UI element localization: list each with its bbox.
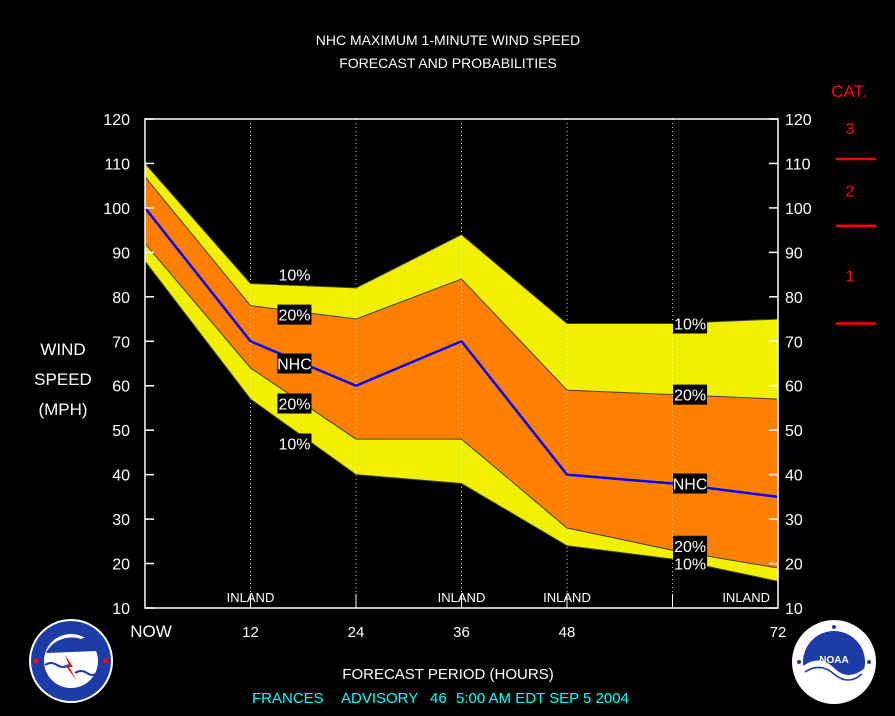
- data-label-box: [673, 473, 708, 494]
- y-tick-label-left: 120: [103, 112, 130, 129]
- data-label: 20%: [674, 388, 706, 405]
- category-label: 1: [846, 268, 855, 285]
- y-tick-label-right: 90: [785, 245, 803, 262]
- y-tick-label-left: 100: [103, 201, 130, 218]
- y-tick-label-left: 10: [112, 601, 130, 618]
- y-tick-label-left: 50: [112, 423, 130, 440]
- y-tick-label-left: 110: [104, 156, 130, 173]
- y-tick-label-right: 60: [785, 379, 803, 396]
- inland-annotation: INLAND: [438, 590, 486, 605]
- y-tick-label-right: 100: [785, 201, 812, 218]
- y-tick-label-right: 120: [785, 112, 812, 129]
- data-label-box: [277, 433, 312, 454]
- category-title: CAT.: [831, 82, 867, 101]
- footer-datetime: 5:00 AM EDT SEP 5 2004: [456, 690, 629, 707]
- y-tick-label-right: 40: [785, 468, 803, 485]
- data-label-box: [277, 264, 312, 285]
- category-label: 2: [846, 184, 855, 201]
- x-tick-label: 72: [770, 624, 787, 641]
- data-label-box: [673, 535, 708, 556]
- inland-annotation: INLAND: [543, 590, 591, 605]
- data-label: 10%: [278, 437, 310, 454]
- data-label-box: [277, 393, 312, 414]
- y-tick-label-right: 50: [785, 423, 803, 440]
- data-label-box: [673, 553, 708, 574]
- band-20-percent: [145, 176, 778, 568]
- data-label: 20%: [278, 308, 310, 325]
- data-label: 20%: [278, 397, 310, 414]
- footer-advisory-label: ADVISORY: [341, 690, 418, 707]
- x-tick-label: 36: [453, 624, 470, 641]
- nws-logo: [29, 619, 113, 703]
- y-tick-label-right: 80: [785, 290, 803, 307]
- category-label: 3: [846, 121, 855, 138]
- inland-annotation: INLAND: [227, 590, 275, 605]
- x-tick-label: 24: [348, 624, 365, 641]
- y-axis-label-line2: SPEED: [34, 370, 92, 389]
- data-label-box: [277, 353, 312, 374]
- y-axis-label-line1: WIND: [40, 340, 85, 359]
- data-label: 10%: [674, 557, 706, 574]
- data-label: NHC: [673, 477, 708, 494]
- data-label: 10%: [674, 316, 706, 333]
- y-tick-label-left: 20: [112, 557, 130, 574]
- data-label: 20%: [674, 539, 706, 556]
- category-scale: 1 2 3: [836, 121, 876, 325]
- y-tick-label-left: 60: [112, 379, 130, 396]
- y-tick-label-left: 70: [112, 334, 130, 351]
- x-tick-label: 48: [559, 624, 576, 641]
- data-label-box: [673, 313, 708, 334]
- y-axis-label-line3: (MPH): [38, 400, 87, 419]
- chart-title-line1: NHC MAXIMUM 1-MINUTE WIND SPEED: [316, 32, 580, 48]
- inland-annotations: INLAND INLAND INLAND INLAND: [227, 590, 770, 605]
- data-label-box: [673, 384, 708, 405]
- axis-ticks: 10 10 20 20 30 30 40 40 50 50 60 60 70 70 80 80 90 90 100 1…: [103, 112, 812, 641]
- y-tick-label-right: 70: [785, 334, 803, 351]
- y-tick-label-left: 40: [112, 468, 130, 485]
- grid-lines: [250, 119, 673, 608]
- y-tick-label-right: 30: [785, 512, 803, 529]
- probability-bands: [145, 163, 778, 582]
- data-label: 10%: [278, 268, 310, 285]
- footer-storm-name: FRANCES: [252, 690, 324, 707]
- y-tick-label-left: 30: [112, 512, 130, 529]
- boundary-line-3: [144, 243, 779, 569]
- y-tick-label-left: 90: [112, 245, 130, 262]
- x-axis-label: FORECAST PERIOD (HOURS): [342, 666, 553, 683]
- data-label: NHC: [277, 357, 312, 374]
- x-tick-label: 12: [242, 624, 259, 641]
- series-lines: [144, 163, 779, 582]
- boundary-line-4: [144, 260, 779, 582]
- inland-annotation: INLAND: [722, 590, 770, 605]
- noaa-logo-text: NOAA: [819, 655, 848, 666]
- boundary-line-1: [144, 176, 779, 400]
- y-tick-label-left: 80: [112, 290, 130, 307]
- nhc-forecast-line: [144, 207, 779, 499]
- boundary-line-0: [144, 163, 779, 324]
- y-tick-label-right: 10: [785, 601, 803, 618]
- y-tick-label-right: 20: [785, 557, 803, 574]
- data-label-box: [277, 304, 312, 325]
- y-tick-label-right: 110: [785, 156, 811, 173]
- noaa-logo: [792, 620, 876, 704]
- x-tick-label: NOW: [130, 622, 172, 641]
- footer-advisory-number: 46: [430, 690, 447, 707]
- chart-title-line2: FORECAST AND PROBABILITIES: [339, 55, 557, 71]
